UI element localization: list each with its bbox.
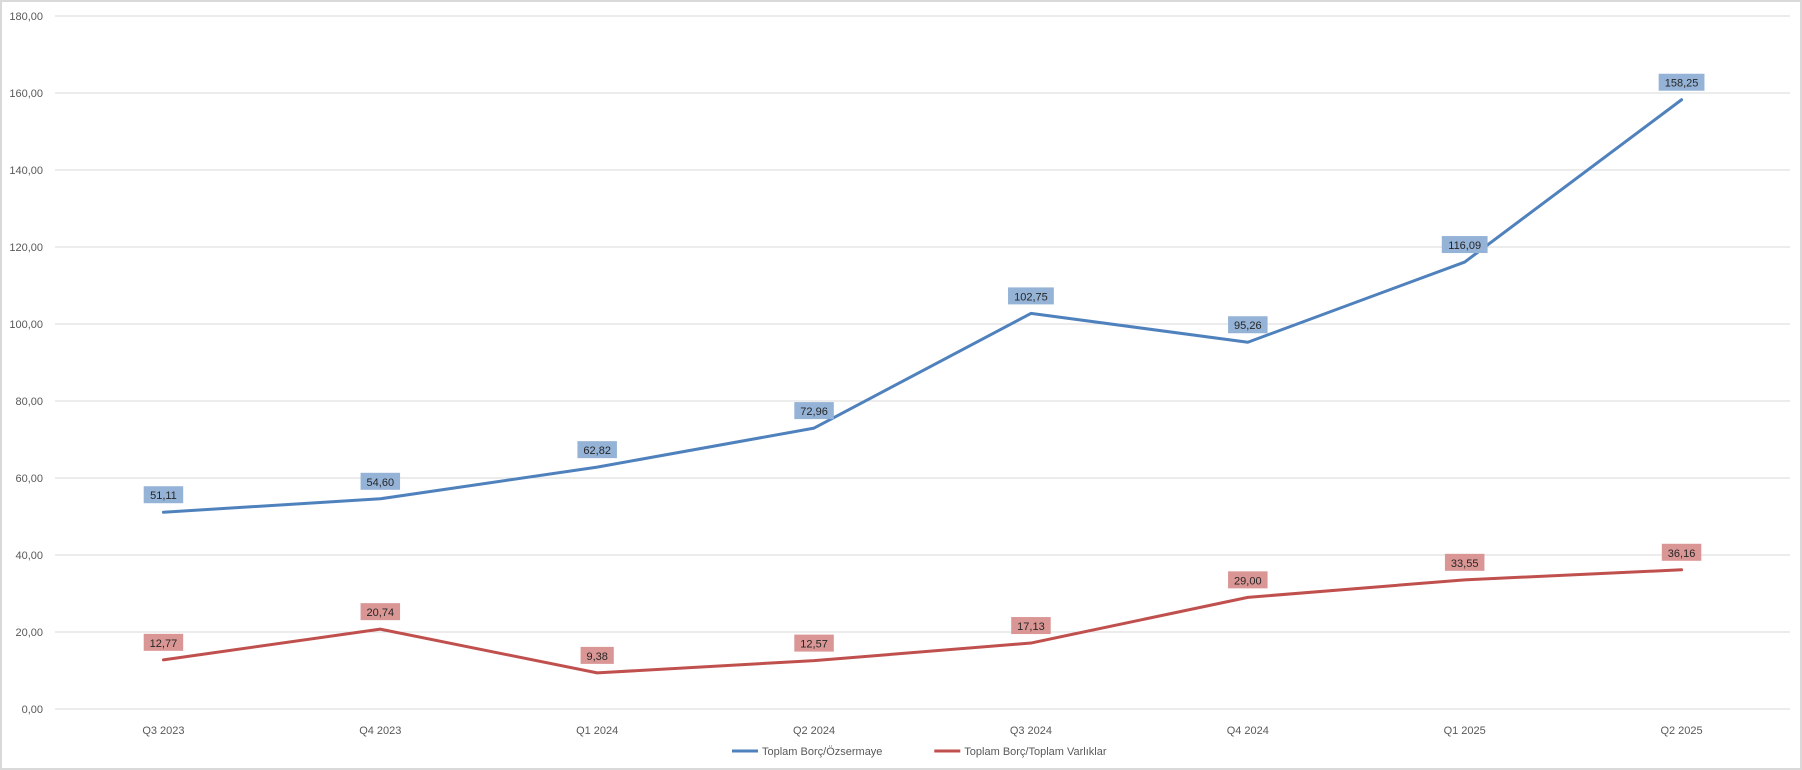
y-tick-label: 140,00 xyxy=(9,165,43,177)
data-label: 33,55 xyxy=(1451,558,1479,570)
x-tick-label: Q4 2024 xyxy=(1227,725,1269,737)
data-label-box xyxy=(143,486,184,504)
x-tick-label: Q1 2025 xyxy=(1444,725,1486,737)
y-tick-label: 0,00 xyxy=(22,704,43,716)
y-tick-label: 80,00 xyxy=(15,396,43,408)
x-tick-label: Q3 2024 xyxy=(1010,725,1052,737)
data-label-box xyxy=(1228,571,1268,589)
x-tick-label: Q2 2025 xyxy=(1660,725,1702,737)
y-tick-label: 120,00 xyxy=(9,242,43,254)
data-label-box xyxy=(1441,236,1488,254)
data-label-box xyxy=(360,603,401,621)
y-tick-label: 160,00 xyxy=(9,88,43,100)
data-label: 95,26 xyxy=(1234,320,1262,332)
data-label: 54,60 xyxy=(367,477,395,489)
data-label: 9,38 xyxy=(586,651,607,663)
data-label-box xyxy=(1008,287,1054,305)
data-label-box xyxy=(1011,617,1051,635)
data-label-box xyxy=(360,472,401,490)
data-label: 51,11 xyxy=(150,490,177,502)
x-tick-label: Q2 2024 xyxy=(793,725,835,737)
data-label: 12,57 xyxy=(800,639,828,651)
data-label: 158,25 xyxy=(1665,78,1699,90)
data-label-box xyxy=(1661,543,1702,561)
x-tick-label: Q3 2023 xyxy=(142,725,184,737)
data-label-box xyxy=(577,441,617,459)
data-label: 62,82 xyxy=(583,445,611,457)
x-tick-label: Q4 2023 xyxy=(359,725,401,737)
data-label: 102,75 xyxy=(1014,291,1048,303)
y-tick-label: 180,00 xyxy=(9,11,43,23)
legend-label: Toplam Borç/Toplam Varlıklar xyxy=(964,746,1107,758)
y-tick-label: 60,00 xyxy=(15,473,43,485)
series-line-1 xyxy=(161,568,1684,675)
x-tick-label: Q1 2024 xyxy=(576,725,618,737)
series-line-0 xyxy=(161,98,1684,514)
data-label: 72,96 xyxy=(800,406,828,418)
data-label: 36,16 xyxy=(1668,548,1696,560)
y-tick-label: 20,00 xyxy=(15,627,43,639)
legend-label: Toplam Borç/Özsermaye xyxy=(762,746,882,758)
data-label: 116,09 xyxy=(1448,240,1481,252)
data-label-box xyxy=(1658,73,1705,91)
data-label-box xyxy=(1228,316,1268,334)
data-label-box xyxy=(143,633,184,651)
data-label: 20,74 xyxy=(367,607,395,619)
y-tick-label: 40,00 xyxy=(15,550,43,562)
data-label-box xyxy=(1444,553,1485,571)
data-label-box xyxy=(794,634,834,652)
data-label: 12,77 xyxy=(150,638,178,650)
data-label: 29,00 xyxy=(1234,575,1262,587)
data-label-box xyxy=(580,646,614,664)
data-label-box xyxy=(794,402,834,420)
data-label: 17,13 xyxy=(1017,621,1045,633)
y-tick-label: 100,00 xyxy=(9,319,43,331)
